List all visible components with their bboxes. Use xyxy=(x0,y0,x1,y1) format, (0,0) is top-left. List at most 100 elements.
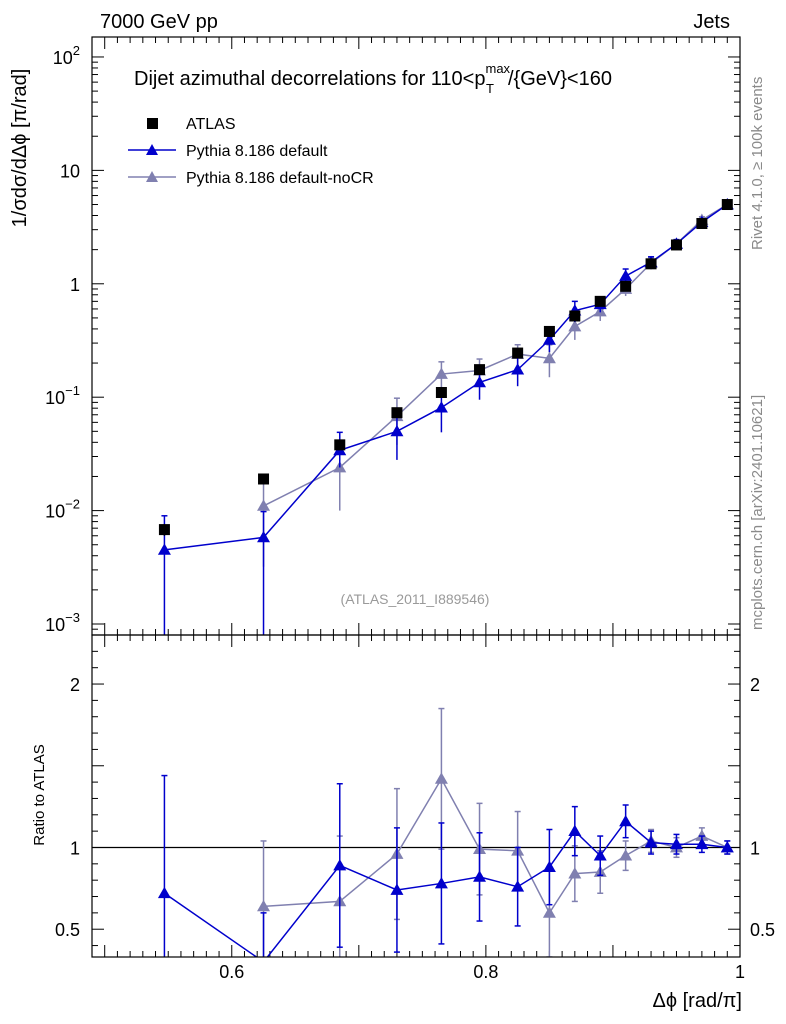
mc-data-point xyxy=(473,375,487,388)
x-tick-label: 0.6 xyxy=(219,962,244,982)
rivet-version-label: Rivet 4.1.0, ≥ 100k events xyxy=(749,77,766,250)
ratio-data-point xyxy=(568,867,582,879)
mc-data-point xyxy=(511,363,525,375)
x-tick-label: 1 xyxy=(735,962,745,982)
ratio-data-point xyxy=(644,836,658,848)
ratio-tick-label-right: 0.5 xyxy=(750,920,775,940)
ratio-data-point xyxy=(511,880,525,892)
ratio-tick-label-left: 0.5 xyxy=(55,920,80,940)
y-tick-base: 1 xyxy=(70,275,80,295)
y-tick-exponent: 2 xyxy=(73,43,80,58)
ratio-tick-label-right: 1 xyxy=(750,838,760,858)
ratio-tick-label-left: 2 xyxy=(70,675,80,695)
y-tick-label: 102 xyxy=(53,43,80,68)
main-series-layer xyxy=(157,198,734,635)
legend-atlas-label: ATLAS xyxy=(186,116,236,133)
mc-data-point xyxy=(619,269,633,281)
y-tick-base: 10 xyxy=(53,48,73,68)
x-axis-label: Δϕ [rad/π] xyxy=(653,990,743,1012)
atlas-data-point xyxy=(474,364,486,376)
mc-data-point xyxy=(257,499,271,511)
legend-default-label: Pythia 8.186 default xyxy=(186,143,328,160)
y-tick-base: 10 xyxy=(45,615,65,635)
y-axis-label: 1/σdσ/dΔϕ [π/rad] xyxy=(9,69,31,228)
y-tick-base: 10 xyxy=(60,161,80,181)
atlas-data-point xyxy=(391,407,403,419)
mc-data-point xyxy=(434,367,448,379)
legend-atlas-marker xyxy=(147,118,158,129)
header-energy-label: 7000 GeV pp xyxy=(100,11,218,33)
legend-nocr-marker xyxy=(146,171,158,182)
atlas-data-point xyxy=(543,325,555,337)
ratio-data-point xyxy=(619,849,633,861)
ratio-data-point xyxy=(669,837,683,850)
mcplots-source-label: mcplots.cern.ch [arXiv:2401.10621] xyxy=(749,395,766,630)
ratio-data-point xyxy=(390,883,404,895)
mc-data-point xyxy=(568,320,582,332)
atlas-data-point xyxy=(645,258,657,270)
atlas-data-point xyxy=(594,295,606,307)
legend-nocr-label: Pythia 8.186 default-noCR xyxy=(186,170,374,187)
legend: ATLAS Pythia 8.186 default Pythia 8.186 … xyxy=(128,116,374,187)
ratio-data-point xyxy=(695,829,709,841)
ratio-series-line xyxy=(263,777,728,915)
legend-default-marker xyxy=(146,144,158,155)
mc-data-point xyxy=(157,543,171,555)
ratio-data-point xyxy=(333,858,347,871)
y-tick-label: 10−2 xyxy=(45,497,80,522)
atlas-data-point xyxy=(435,386,447,398)
mc-data-point xyxy=(390,424,404,437)
atlas-data-point xyxy=(620,280,632,292)
ratio-series-line xyxy=(163,820,728,957)
title-subscript: T xyxy=(486,81,494,96)
y-tick-label: 10−1 xyxy=(45,383,80,408)
title-suffix: /{GeV}<160 xyxy=(508,68,612,90)
atlas-data-point xyxy=(670,239,682,251)
mc-series-line xyxy=(263,203,728,507)
x-tick-label: 0.8 xyxy=(473,962,498,982)
mc-data-point xyxy=(542,351,556,364)
y-tick-base: 10 xyxy=(45,502,65,522)
ratio-data-point xyxy=(720,840,734,853)
y-tick-exponent: −1 xyxy=(65,383,80,398)
atlas-data-point xyxy=(721,199,733,211)
atlas-data-point xyxy=(334,439,346,451)
y-tick-exponent: −3 xyxy=(65,610,80,625)
ratio-tick-label-left: 1 xyxy=(70,838,80,858)
ratio-data-point xyxy=(619,814,633,827)
ratio-data-point xyxy=(473,870,487,882)
analysis-id-label: (ATLAS_2011_I889546) xyxy=(341,591,490,607)
ratio-plot-frame xyxy=(91,634,741,958)
y-tick-label: 10−3 xyxy=(45,610,80,635)
ratio-data-point xyxy=(593,849,607,861)
y-tick-label: 10 xyxy=(60,161,80,181)
atlas-data-point xyxy=(512,347,524,359)
ratio-axis-label: Ratio to ATLAS xyxy=(31,744,48,845)
title-superscript: max xyxy=(485,61,510,76)
atlas-data-point xyxy=(696,218,708,230)
y-tick-exponent: −2 xyxy=(65,497,80,512)
ratio-data-point xyxy=(434,876,448,889)
ratio-tick-label-right: 2 xyxy=(750,675,760,695)
y-tick-base: 10 xyxy=(45,388,65,408)
chart-title: Dijet azimuthal decorrelations for 110<p… xyxy=(134,61,612,96)
ratio-data-point xyxy=(542,906,556,918)
atlas-data-point xyxy=(158,524,170,536)
title-prefix: Dijet azimuthal decorrelations for 110<p xyxy=(134,68,485,90)
mc-data-point xyxy=(434,401,448,413)
mc-data-point xyxy=(257,530,271,543)
header-category-label: Jets xyxy=(693,11,730,33)
mc-data-point xyxy=(542,333,556,345)
y-tick-label: 1 xyxy=(70,275,80,295)
ratio-data-point xyxy=(157,886,171,899)
atlas-data-point xyxy=(258,473,270,485)
ratio-axis-ticks: 0.6 0.8 1 0.5 0.5 1 1 2 2 xyxy=(55,635,775,982)
atlas-data-point xyxy=(569,310,581,322)
ratio-data-point xyxy=(568,824,582,837)
ratio-data-point xyxy=(695,837,709,850)
ratio-data-point xyxy=(542,860,556,872)
ratio-data-point xyxy=(257,899,271,912)
ratio-data-point xyxy=(434,772,448,784)
